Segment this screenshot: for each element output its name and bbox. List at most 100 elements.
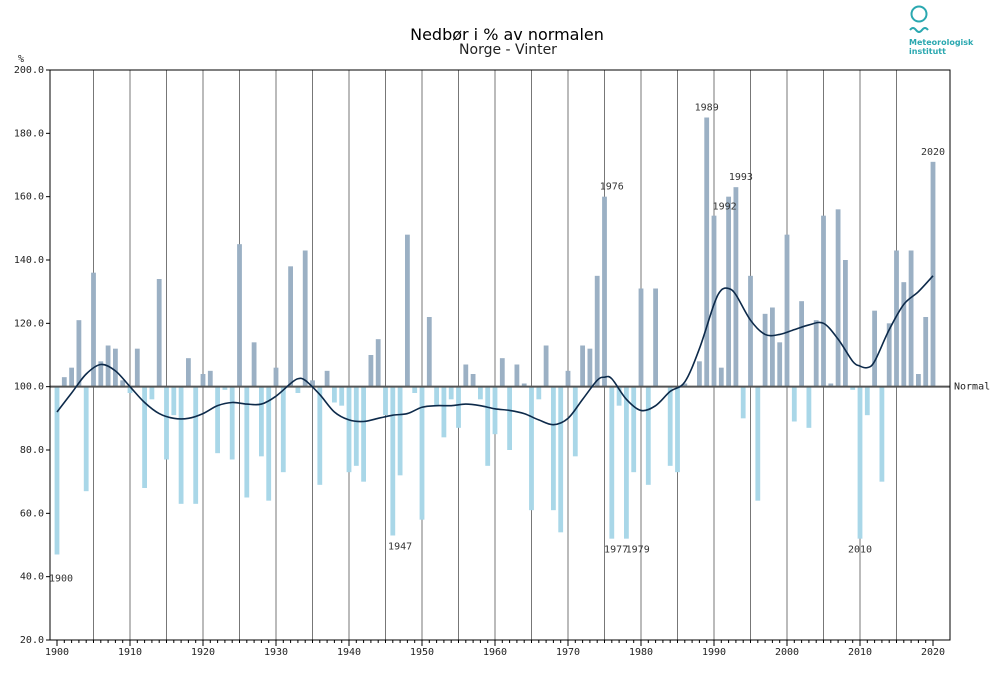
bar-1901 [61, 377, 67, 387]
bar-1989 [704, 117, 710, 387]
axes: 20.0 40.0 60.0 80.0 100.0 120.0 140.0 160.0 180.… [14, 65, 951, 658]
bar-1984 [667, 386, 673, 466]
bar-1924 [229, 386, 235, 460]
bar-2012 [872, 310, 877, 387]
bar-1929 [266, 386, 272, 501]
bar-1930 [273, 367, 279, 387]
bar-1949 [412, 386, 418, 393]
bar-1912 [142, 386, 147, 488]
bar-1972 [580, 345, 585, 387]
bar-1926 [244, 386, 250, 498]
bar-1971 [572, 386, 578, 457]
baseline-label: Normal [954, 382, 990, 393]
bar-1976 [609, 386, 615, 539]
bar-1923 [222, 386, 228, 390]
bar-1950 [419, 386, 425, 520]
bar-2008 [843, 260, 848, 387]
bar-1945 [383, 386, 388, 416]
y-tick-label: 160.0 [14, 192, 44, 203]
bar-2005 [821, 215, 826, 387]
bar-1910 [127, 386, 133, 393]
logo-wave-icon [909, 27, 929, 33]
bar-1982 [653, 288, 658, 387]
y-tick-label: 120.0 [14, 318, 44, 329]
bar-1977 [616, 386, 622, 406]
annotation-1992: 1992 [713, 202, 737, 213]
bar-1927 [251, 342, 257, 387]
y-tick-label: 80.0 [20, 445, 44, 456]
logo-text-line1: Meteorologisk [909, 38, 974, 47]
plot-grid [93, 70, 897, 640]
bar-1970 [565, 370, 571, 387]
bar-2015 [894, 250, 899, 387]
x-tick-label: 1930 [264, 647, 288, 658]
bar-1995 [748, 275, 753, 387]
bar-1946 [390, 386, 396, 536]
bar-2002 [799, 301, 804, 387]
annotation-1977: 1977 [604, 545, 628, 556]
smooth-curve [56, 275, 934, 426]
y-tick-label: 40.0 [20, 572, 44, 583]
bar-1963 [514, 364, 520, 387]
bar-1961 [499, 358, 505, 387]
bar-1937 [324, 370, 330, 387]
bar-1992 [726, 196, 731, 387]
bar-1931 [280, 386, 286, 473]
bar-1985 [675, 386, 680, 473]
bar-1980 [638, 288, 644, 387]
annotation-2020: 2020 [921, 147, 945, 158]
bar-1965 [529, 386, 534, 511]
annotation-1993: 1993 [729, 172, 753, 183]
bar-2004 [813, 320, 819, 387]
y-tick-label: 200.0 [14, 65, 44, 76]
bar-1968 [551, 386, 556, 511]
bar-1944 [375, 339, 381, 387]
bar-1941 [353, 386, 359, 466]
chart-subtitle: Norge - Vinter [459, 42, 557, 58]
bar-1975 [602, 196, 607, 387]
bar-2011 [864, 386, 870, 416]
bar-1928 [259, 386, 264, 457]
bar-1947 [397, 386, 403, 476]
x-tick-label: 1990 [702, 647, 726, 658]
bar-1993 [733, 187, 739, 387]
bar-1939 [339, 386, 345, 406]
x-tick-label: 1970 [556, 647, 580, 658]
bar-1978 [624, 386, 629, 539]
bar-1973 [587, 348, 593, 387]
met-logo: Meteorologisk institutt [909, 5, 974, 56]
bar-1955 [456, 386, 461, 428]
smooth-curve-group [56, 275, 934, 426]
bar-1991 [718, 367, 724, 387]
y-axis-label: % [18, 54, 24, 65]
bar-1900 [54, 386, 60, 555]
bar-series [54, 117, 936, 555]
bar-2010 [857, 386, 863, 539]
bar-1906 [98, 361, 104, 387]
bar-1914 [156, 279, 162, 387]
bar-2017 [908, 250, 914, 387]
bar-1960 [492, 386, 498, 435]
y-tick-label: 60.0 [20, 508, 44, 519]
bar-1967 [543, 345, 549, 387]
bar-1905 [91, 272, 96, 387]
baseline-group: Normal [50, 382, 990, 393]
bar-1974 [594, 275, 600, 387]
bar-1904 [83, 386, 89, 492]
plot-frame [49, 69, 951, 641]
bar-1997 [762, 313, 768, 387]
x-tick-label: 2020 [921, 647, 945, 658]
annotation-1976: 1976 [600, 182, 624, 193]
bar-2001 [791, 386, 797, 422]
y-tick-label: 140.0 [14, 255, 44, 266]
annotation-1989: 1989 [695, 103, 719, 114]
bar-1954 [448, 386, 454, 400]
bar-1935 [310, 380, 315, 387]
bar-1966 [536, 386, 542, 400]
bar-1913 [149, 386, 155, 400]
x-tick-label: 1940 [337, 647, 361, 658]
bar-2016 [901, 282, 907, 387]
x-tick-label: 1900 [45, 647, 69, 658]
bar-2007 [835, 209, 841, 387]
